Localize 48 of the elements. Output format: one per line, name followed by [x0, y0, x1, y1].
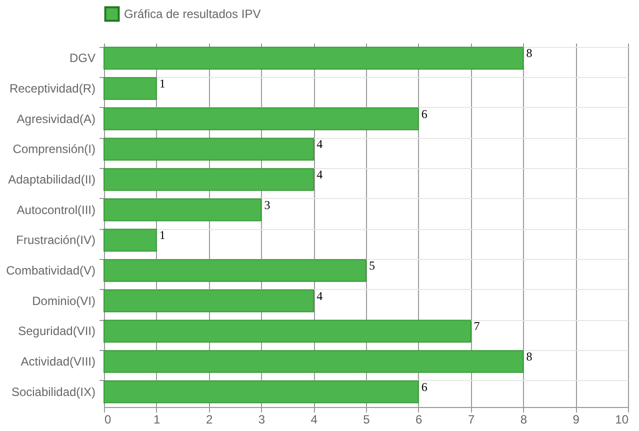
y-tick-label: Receptividad(R)	[9, 82, 96, 96]
bar	[104, 259, 366, 282]
x-tick-label: 9	[572, 412, 580, 426]
data-label: 5	[369, 258, 375, 272]
bar	[104, 198, 262, 222]
y-tick-label: Comprensión(I)	[12, 142, 96, 156]
y-tick-label: Sociabilidad(IX)	[11, 384, 96, 399]
data-label: 4	[316, 137, 323, 152]
x-tick-label: 6	[416, 412, 423, 426]
data-label: 8	[526, 46, 532, 60]
data-label: 7	[474, 319, 480, 334]
data-label: 8	[526, 350, 532, 364]
y-tick-label: Agresividad(A)	[16, 112, 96, 126]
y-tick-label: DGV	[69, 51, 96, 66]
bar	[104, 350, 524, 373]
x-tick-label: 2	[206, 412, 213, 426]
data-label: 6	[421, 106, 428, 121]
x-tick-label: 5	[363, 412, 370, 426]
y-tick-label: Adaptabilidad(II)	[8, 172, 96, 186]
y-tick-label: Frustración(IV)	[16, 233, 96, 248]
data-label: 1	[159, 76, 166, 90]
data-label: 1	[159, 228, 166, 242]
data-label: 3	[264, 198, 270, 212]
data-label: 4	[316, 288, 323, 303]
x-tick-label: 7	[468, 412, 475, 426]
y-tick-label: Combatividad(V)	[6, 264, 96, 278]
bar	[104, 289, 314, 312]
y-tick-label: Actividad(VIII)	[20, 354, 96, 368]
y-tick-label: Autocontrol(III)	[16, 202, 96, 217]
bar	[104, 138, 314, 161]
x-tick-label: 1	[154, 412, 161, 426]
y-tick-label: Seguridad(VII)	[18, 324, 96, 338]
y-tick-label: Dominio(VI)	[32, 294, 96, 308]
data-label: 6	[421, 380, 428, 394]
bar	[104, 380, 419, 404]
x-tick-label: 0	[104, 412, 112, 426]
legend-label: Gráfica de resultados IPV	[124, 7, 261, 21]
bar	[104, 228, 157, 252]
x-tick-label: 4	[310, 412, 318, 426]
bar	[104, 107, 419, 130]
bar	[104, 168, 314, 191]
bar	[104, 320, 472, 343]
x-tick-label: 3	[258, 412, 266, 426]
x-tick-label: 10	[615, 412, 629, 426]
bar	[104, 46, 524, 70]
data-label: 4	[316, 168, 323, 182]
x-tick-label: 8	[520, 412, 528, 426]
bar	[104, 77, 157, 100]
